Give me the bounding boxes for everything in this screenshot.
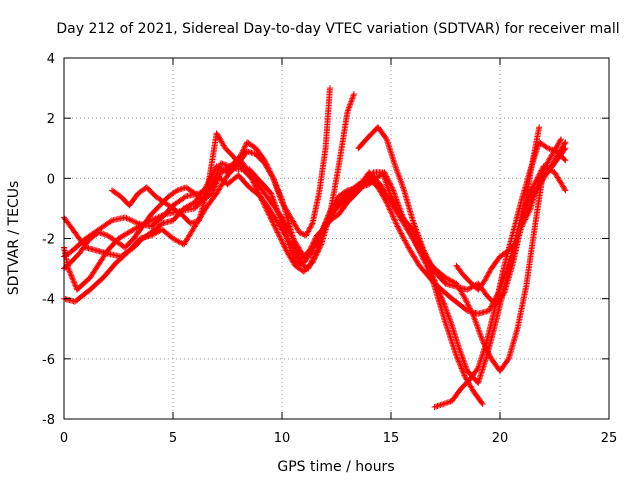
y-tick-label: -6 — [42, 353, 55, 368]
x-tick-label: 10 — [274, 431, 291, 446]
x-tick-label: 20 — [492, 431, 509, 446]
x-tick-label: 25 — [601, 431, 618, 446]
x-tick-label: 15 — [383, 431, 400, 446]
x-axis-label: GPS time / hours — [277, 459, 394, 475]
y-tick-label: -8 — [42, 413, 55, 428]
series-markers — [355, 124, 486, 407]
series-markers — [453, 124, 543, 293]
axis-ticks: 0 5 10 15 20 25 -8 -6 -4 -2 0 2 4 — [42, 52, 617, 446]
x-tick-label: 0 — [60, 431, 68, 446]
y-tick-label: 0 — [47, 172, 55, 187]
data-series — [61, 85, 569, 410]
series-track-9 — [453, 124, 543, 293]
y-tick-label: -2 — [42, 233, 55, 248]
x-tick-label: 5 — [169, 431, 177, 446]
series-track-6 — [109, 91, 357, 275]
series-markers — [109, 91, 357, 275]
chart-title: Day 212 of 2021, Sidereal Day-to-day VTE… — [56, 21, 619, 37]
y-tick-label: -4 — [42, 293, 55, 308]
y-tick-label: 4 — [47, 52, 55, 67]
series-track-7 — [355, 124, 486, 407]
y-axis-label: SDTVAR / TECUs — [6, 181, 22, 296]
y-tick-label: 2 — [47, 112, 55, 127]
